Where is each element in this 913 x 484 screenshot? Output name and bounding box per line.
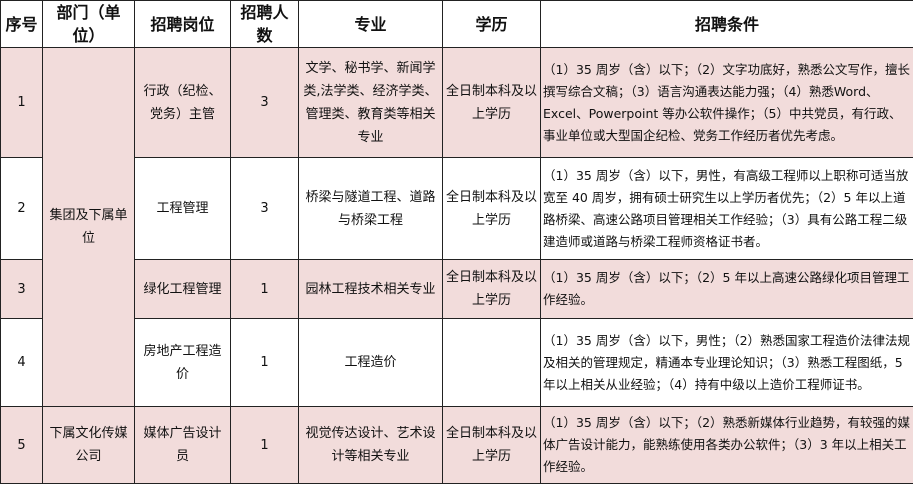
cell-major: 桥梁与隧道工程、道路与桥梁工程 xyxy=(299,158,443,260)
cell-no: 3 xyxy=(1,260,43,319)
table-row: 4 房地产工程造价 1 工程造价 （1）35 周岁（含）以下，男性；（2）熟悉国… xyxy=(1,319,913,407)
cell-no: 1 xyxy=(1,48,43,158)
cell-conditions: （1）35 周岁（含）以下，男性；（2）熟悉国家工程造价法律法规及相关的管理规定… xyxy=(541,319,913,407)
cell-major: 文学、秘书学、新闻学类,法学类、经济学类、管理类、教育类等相关专业 xyxy=(299,48,443,158)
header-dept: 部门（单位） xyxy=(43,1,135,48)
table-row: 2 工程管理 3 桥梁与隧道工程、道路与桥梁工程 全日制本科及以上学历 （1）3… xyxy=(1,158,913,260)
header-position: 招聘岗位 xyxy=(135,1,231,48)
cell-no: 2 xyxy=(1,158,43,260)
cell-education: 全日制本科及以上学历 xyxy=(443,158,541,260)
cell-position: 工程管理 xyxy=(135,158,231,260)
cell-count: 1 xyxy=(231,319,299,407)
cell-count: 3 xyxy=(231,158,299,260)
header-conditions: 招聘条件 xyxy=(541,1,913,48)
header-major: 专业 xyxy=(299,1,443,48)
cell-conditions: （1）35 周岁（含）以下；（2）文字功底好，熟悉公文写作，擅长撰写综合文稿；（… xyxy=(541,48,913,158)
header-count: 招聘人数 xyxy=(231,1,299,48)
table-row: 1 集团及下属单位 行政（纪检、党务）主管 3 文学、秘书学、新闻学类,法学类、… xyxy=(1,48,913,158)
header-no: 序号 xyxy=(1,1,43,48)
cell-conditions: （1）35 周岁（含）以下；（2）5 年以上高速公路绿化项目管理工作经验。 xyxy=(541,260,913,319)
header-row: 序号 部门（单位） 招聘岗位 招聘人数 专业 学历 招聘条件 xyxy=(1,1,913,48)
cell-education xyxy=(443,319,541,407)
cell-position: 行政（纪检、党务）主管 xyxy=(135,48,231,158)
cell-major: 园林工程技术相关专业 xyxy=(299,260,443,319)
cell-count: 3 xyxy=(231,48,299,158)
cell-education: 全日制本科及以上学历 xyxy=(443,48,541,158)
cell-position: 房地产工程造价 xyxy=(135,319,231,407)
cell-position: 绿化工程管理 xyxy=(135,260,231,319)
cell-no: 4 xyxy=(1,319,43,407)
cell-major: 工程造价 xyxy=(299,319,443,407)
cell-count: 1 xyxy=(231,260,299,319)
cell-conditions: （1）35 周岁（含）以下，男性，有高级工程师以上职称可适当放宽至 40 周岁，… xyxy=(541,158,913,260)
cell-dept: 集团及下属单位 xyxy=(43,48,135,407)
cell-education: 全日制本科及以上学历 xyxy=(443,260,541,319)
header-education: 学历 xyxy=(443,1,541,48)
table-row: 3 绿化工程管理 1 园林工程技术相关专业 全日制本科及以上学历 （1）35 周… xyxy=(1,260,913,319)
